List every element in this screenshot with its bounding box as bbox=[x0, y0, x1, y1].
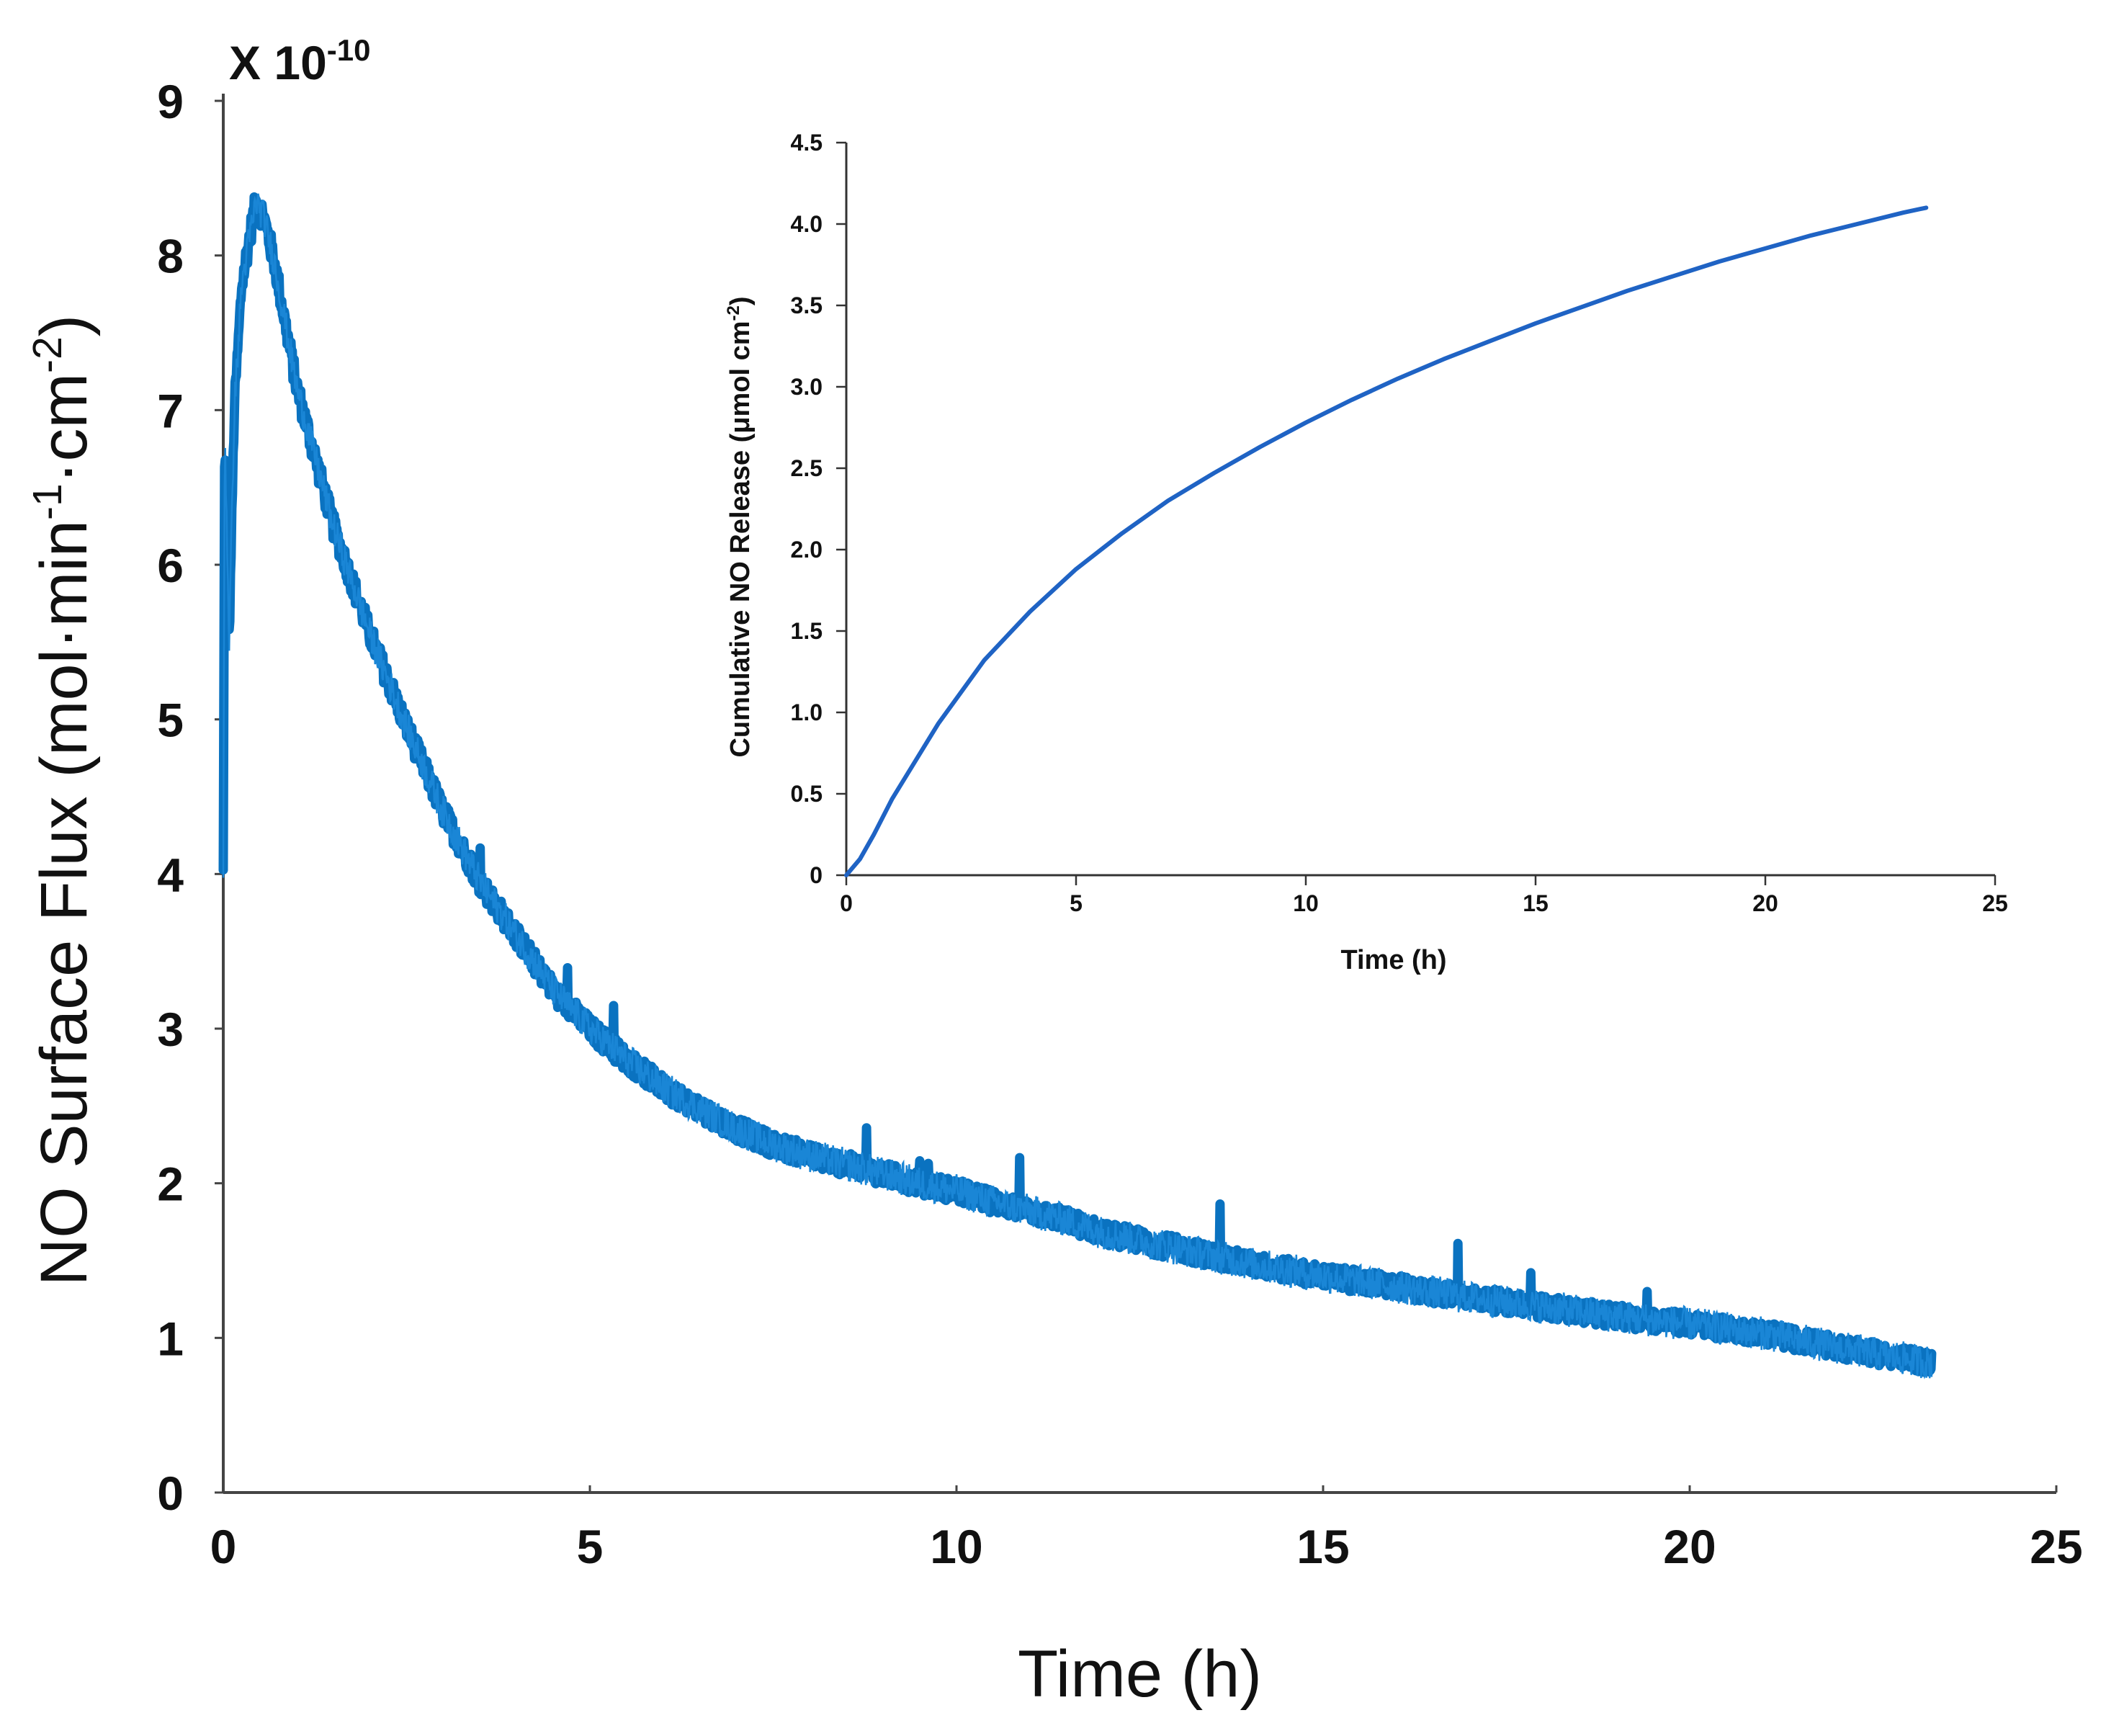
inset-y-tick-label: 3.5 bbox=[791, 292, 823, 318]
main-y-tick-label: 6 bbox=[157, 539, 184, 592]
main-y-tick-label: 7 bbox=[157, 384, 184, 437]
main-y-axis-title: NO Surface Flux (mol·min-1·cm-2) bbox=[24, 315, 101, 1287]
inset-y-tick-label: 4.0 bbox=[791, 211, 823, 237]
main-x-tick-label: 10 bbox=[930, 1520, 982, 1573]
inset-y-tick-label: 2.0 bbox=[791, 537, 823, 563]
inset-y-tick-label: 4.5 bbox=[791, 130, 823, 156]
main-y-tick-label: 0 bbox=[157, 1467, 184, 1520]
main-y-tick-label: 2 bbox=[157, 1158, 184, 1211]
inset-x-tick-label: 5 bbox=[1070, 890, 1083, 916]
main-x-tick-label: 0 bbox=[210, 1520, 237, 1573]
main-x-axis-title: Time (h) bbox=[1018, 1637, 1262, 1711]
main-y-tick-label: 5 bbox=[157, 694, 184, 747]
main-x-tick-label: 25 bbox=[2030, 1520, 2082, 1573]
inset-x-tick-label: 0 bbox=[840, 890, 853, 916]
main-x-tick-label: 20 bbox=[1663, 1520, 1716, 1573]
inset-x-tick-label: 20 bbox=[1752, 890, 1778, 916]
main-y-tick-label: 3 bbox=[157, 1003, 184, 1056]
inset-y-tick-label: 3.0 bbox=[791, 374, 823, 400]
inset-x-axis-title: Time (h) bbox=[1340, 945, 1446, 975]
inset-y-tick-label: 2.5 bbox=[791, 455, 823, 481]
inset-y-tick-label: 0.5 bbox=[791, 781, 823, 807]
inset-x-tick-label: 15 bbox=[1523, 890, 1549, 916]
main-y-tick-label: 4 bbox=[157, 848, 184, 901]
inset-y-tick-label: 0 bbox=[810, 862, 823, 888]
main-y-tick-label: 9 bbox=[157, 75, 184, 128]
inset-y-axis-title: Cumulative NO Release (μmol cm-2) bbox=[724, 296, 756, 757]
main-y-multiplier: X 10-10 bbox=[229, 33, 370, 89]
inset-x-tick-label: 25 bbox=[1982, 890, 2008, 916]
main-series-line bbox=[218, 192, 1937, 1377]
main-x-tick-label: 5 bbox=[577, 1520, 604, 1573]
main-series-noise bbox=[222, 193, 1933, 1379]
main-chart: 0 1 2 3 4 5 6 7 8 9 0 5 10 15 20 25 Time (h) NO Surface F… bbox=[24, 33, 2083, 1711]
main-y-tick-label: 8 bbox=[157, 230, 184, 283]
inset-y-tick-label: 1.0 bbox=[791, 699, 823, 725]
inset-x-tick-label: 10 bbox=[1293, 890, 1319, 916]
inset-chart: 0 0.5 1.0 1.5 2.0 2.5 3.0 3.5 4.0 4.5 0 5 10 15 20 25 Ti… bbox=[724, 130, 2008, 975]
main-y-tick-label: 1 bbox=[157, 1312, 184, 1365]
inset-y-tick-label: 1.5 bbox=[791, 618, 823, 644]
inset-series-line bbox=[844, 205, 1929, 877]
main-x-tick-label: 15 bbox=[1296, 1520, 1349, 1573]
